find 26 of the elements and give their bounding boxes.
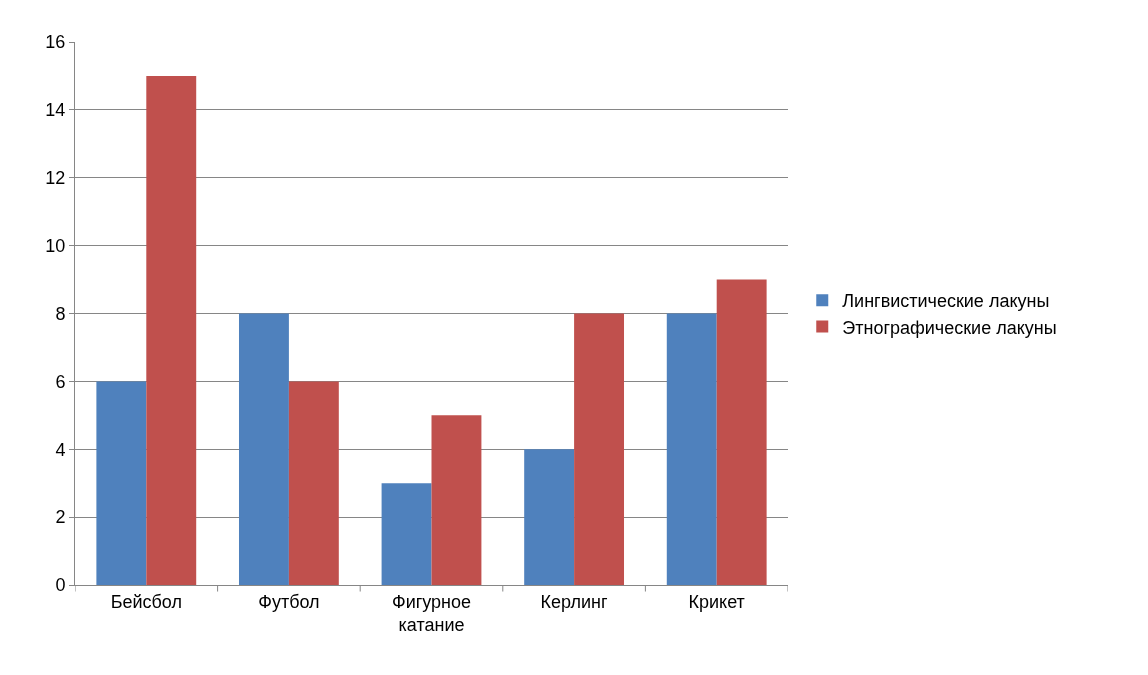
y-tick-label: 10	[45, 235, 66, 256]
y-tick-label: 16	[45, 32, 66, 53]
x-tick-label: Крикет	[688, 591, 745, 612]
x-tick-label: Бейсбол	[110, 591, 182, 612]
bar	[431, 415, 482, 585]
bar	[666, 313, 717, 585]
x-tick-label: Керлинг	[540, 591, 609, 612]
legend-label: Лингвистические лакуны	[842, 291, 1050, 312]
legend-label: Этнографические лакуны	[842, 317, 1057, 338]
y-tick-label: 8	[55, 303, 66, 324]
bar	[96, 381, 147, 585]
bar	[238, 313, 289, 585]
bar	[288, 381, 339, 585]
bar	[574, 313, 625, 585]
y-tick-label: 0	[55, 575, 66, 596]
y-tick-label: 2	[55, 507, 66, 528]
y-tick-label: 12	[45, 168, 66, 189]
bar	[146, 75, 197, 585]
bar	[524, 449, 575, 585]
y-tick-label: 6	[55, 371, 66, 392]
x-tick-label: Футбол	[258, 591, 320, 612]
x-tick-label: Фигурное катание	[391, 591, 472, 635]
bar	[381, 483, 432, 585]
bar	[716, 279, 767, 585]
y-tick-label: 14	[45, 100, 66, 121]
y-tick-label: 4	[55, 439, 66, 460]
